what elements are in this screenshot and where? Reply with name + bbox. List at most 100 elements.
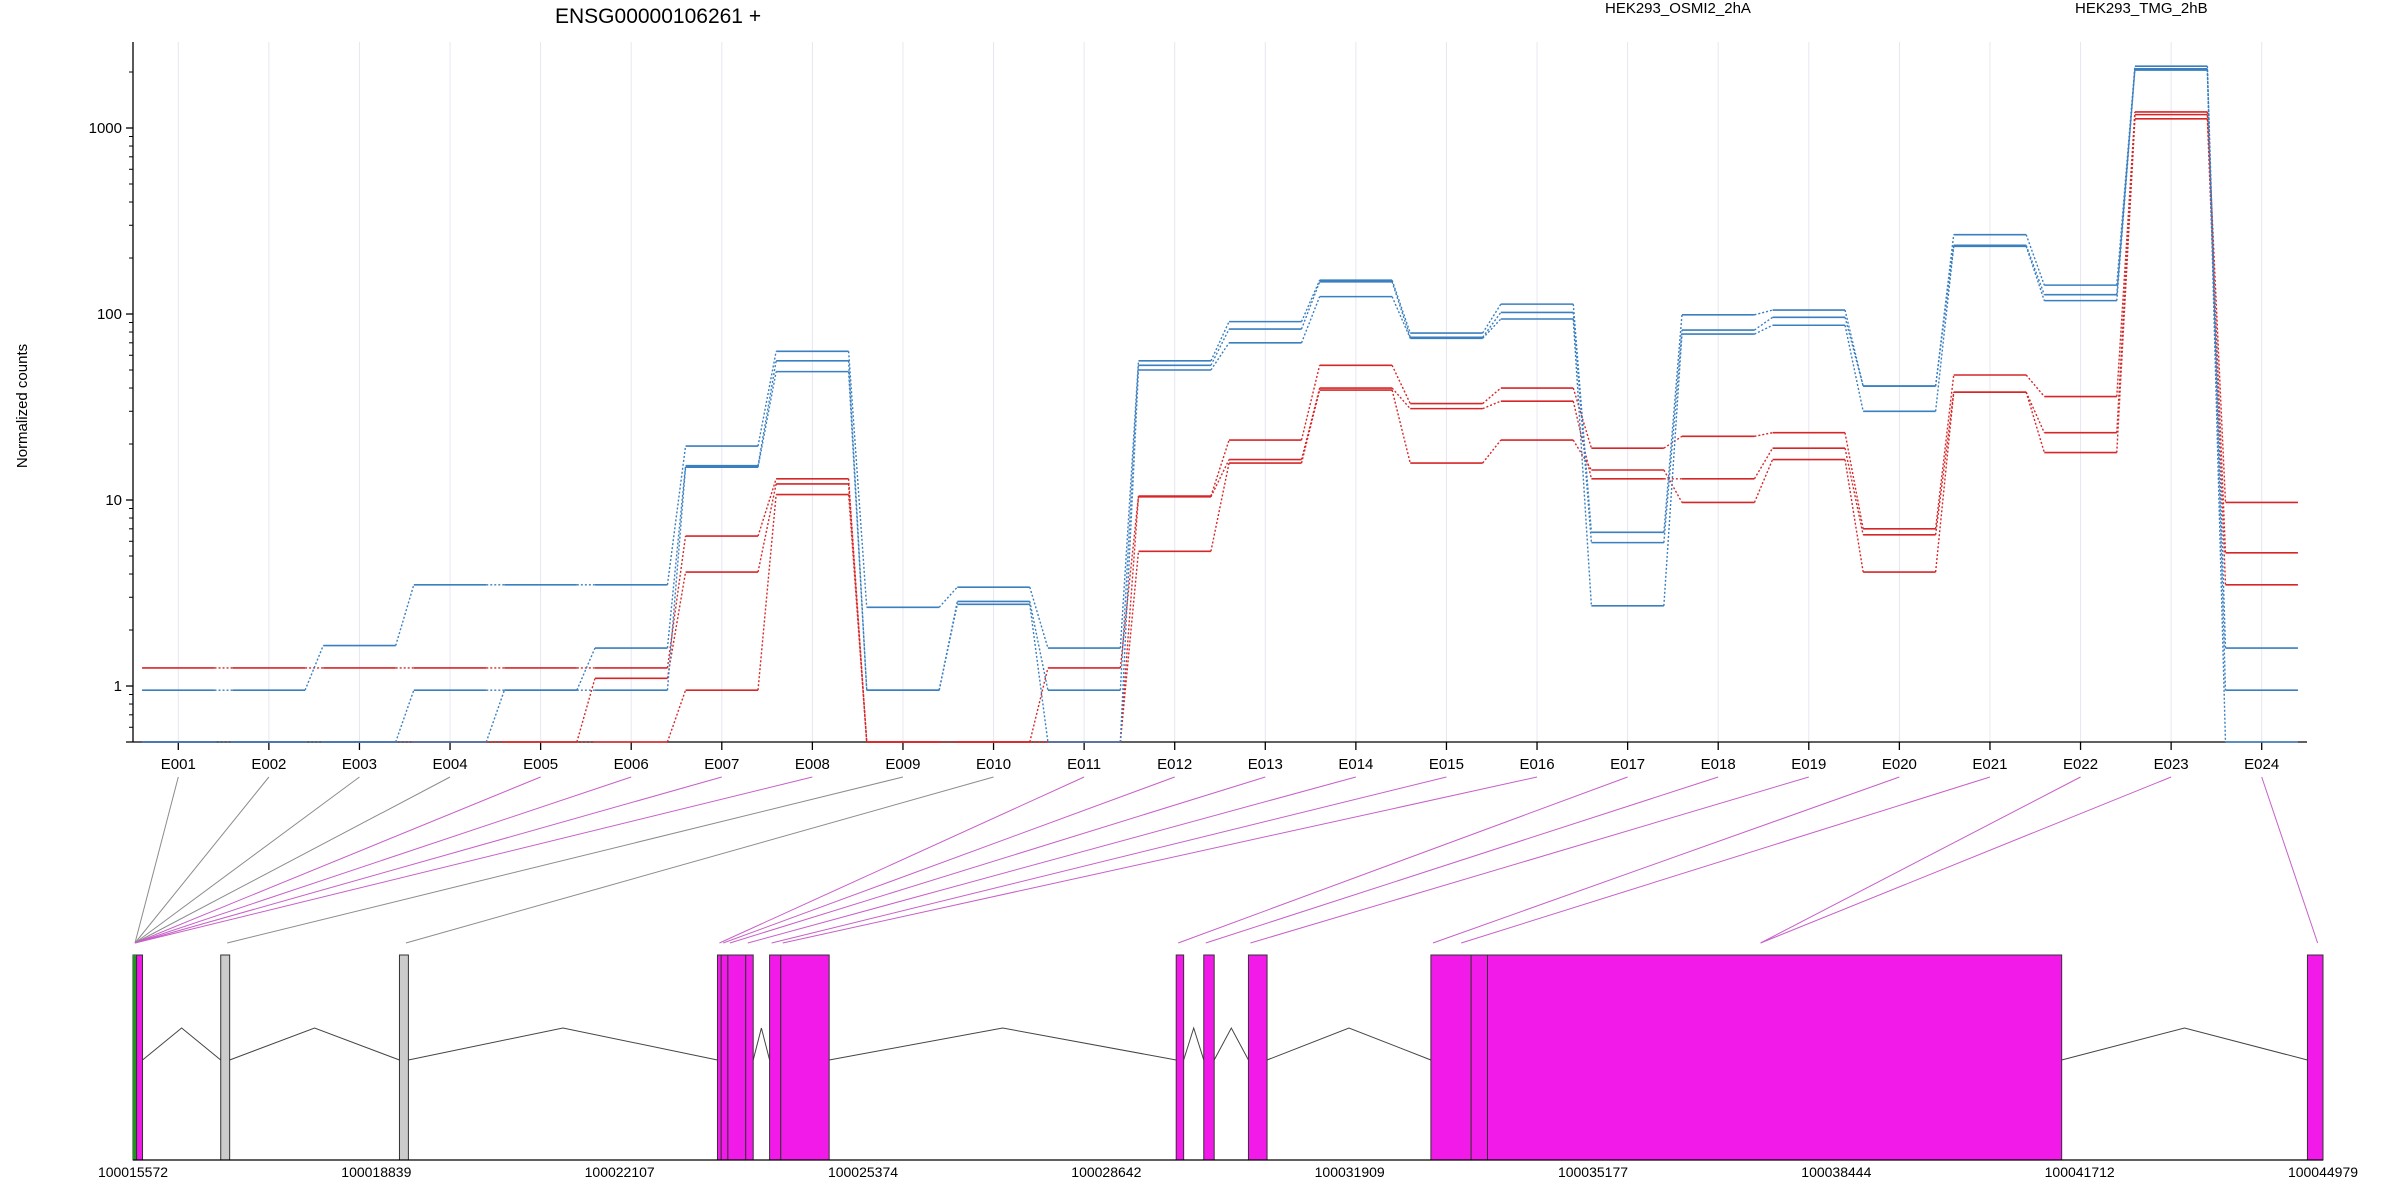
series-connector [2025, 374, 2045, 397]
series-connector [1844, 317, 1864, 387]
genomic-coord-label-5: 100028642 [1071, 1164, 1141, 1180]
intron-line [752, 1027, 771, 1061]
y-tick-label-100: 100 [97, 306, 122, 323]
series-connector [1300, 296, 1321, 344]
x-tick-label-e009: E009 [885, 756, 920, 773]
series-connector [2025, 245, 2045, 295]
series-tmg-3 [142, 65, 2298, 691]
series-connector [1753, 447, 1774, 480]
series-connector [847, 351, 868, 608]
series-connector [1844, 325, 1864, 412]
series-connector [666, 445, 687, 585]
gene-exon-7 [727, 954, 747, 1161]
series-connector [1482, 311, 1502, 338]
series-connector [2206, 70, 2227, 743]
series-connector [1119, 496, 1140, 743]
x-tick-label-e024: E024 [2244, 756, 2279, 773]
series-connector [1210, 342, 1230, 371]
x-tick-label-e012: E012 [1157, 756, 1192, 773]
exon-link-e005 [134, 776, 541, 944]
exon-link-lines [134, 776, 2319, 944]
x-tick-label-e007: E007 [704, 756, 739, 773]
series-connector [2116, 68, 2136, 295]
exon-link-e013 [729, 776, 1266, 944]
series-connector [1663, 334, 1683, 606]
series-connector [847, 494, 868, 743]
series-tmg-4 [142, 68, 2298, 743]
x-tick-label-e019: E019 [1791, 756, 1826, 773]
series-osmi2-0 [142, 111, 2298, 743]
series-connector [1934, 392, 1955, 573]
series-connector [1391, 389, 1411, 464]
x-tick-label-e023: E023 [2154, 756, 2189, 773]
intron-line [1266, 1027, 1432, 1061]
series-tmg-5 [142, 69, 2298, 743]
series-connector [666, 571, 687, 679]
series-connector [2025, 234, 2045, 286]
series-connector [847, 483, 868, 743]
y-tick-label-1: 1 [114, 678, 122, 695]
series-connector [1300, 279, 1321, 322]
genomic-coord-label-4: 100025374 [828, 1164, 898, 1180]
y-tick-label-10: 10 [105, 492, 122, 509]
gene-exon-12 [1203, 954, 1215, 1161]
series-connector [666, 689, 687, 743]
x-tick-label-e018: E018 [1701, 756, 1736, 773]
legend-label-tmg: HEK293_TMG_2hB [2075, 0, 2208, 17]
exon-link-e012 [723, 776, 1175, 944]
exon-link-e002 [134, 776, 270, 944]
gene-exon-6 [720, 954, 729, 1161]
genomic-coord-label-10: 100044979 [2288, 1164, 2358, 1180]
genomic-coord-label-1: 100015572 [98, 1164, 168, 1180]
x-tick-label-e004: E004 [433, 756, 468, 773]
exon-link-e016 [782, 776, 1538, 944]
intron-line [229, 1027, 400, 1061]
series-connector [847, 360, 868, 691]
series-connector [1300, 281, 1321, 330]
intron-line [142, 1027, 222, 1061]
gene-exon-13 [1247, 954, 1268, 1161]
x-tick-label-e020: E020 [1882, 756, 1917, 773]
series-connector [1210, 328, 1230, 366]
series-connector [2025, 391, 2045, 453]
series-connector [1210, 321, 1230, 362]
series-osmi2-1 [142, 113, 2298, 743]
series-connector [1300, 389, 1321, 464]
series-connector [1391, 279, 1411, 334]
gene-exon-15 [1470, 954, 1488, 1161]
x-tick-label-e017: E017 [1610, 756, 1645, 773]
genomic-coord-label-6: 100031909 [1315, 1164, 1385, 1180]
x-tick-label-e008: E008 [795, 756, 830, 773]
series-connector [2206, 68, 2227, 691]
x-tick-label-e003: E003 [342, 756, 377, 773]
gene-exon-14 [1430, 954, 1472, 1161]
gene-exon-17 [2306, 954, 2324, 1161]
series-connector [1300, 365, 1321, 441]
x-tick-label-e002: E002 [251, 756, 286, 773]
series-connector [1572, 312, 1593, 543]
intron-line [408, 1027, 718, 1061]
series-connector [2116, 66, 2136, 286]
x-tick-label-e006: E006 [614, 756, 649, 773]
exon-link-e024 [2261, 776, 2319, 944]
series-connector [938, 586, 958, 608]
exon-link-e019 [1250, 776, 1809, 944]
x-tick-label-e005: E005 [523, 756, 558, 773]
gene-exon-8 [745, 954, 754, 1161]
series-connector [1754, 309, 1773, 316]
series-connector [1934, 392, 1955, 535]
exon-link-e001 [134, 776, 179, 944]
series-connector [757, 483, 777, 573]
exon-link-e004 [134, 776, 451, 944]
gene-exon-2 [136, 954, 144, 1161]
series-connector [1391, 387, 1411, 410]
exon-link-e009 [227, 776, 904, 944]
series-connector [2116, 114, 2136, 433]
series-connector [2116, 69, 2136, 301]
series-connector [1572, 304, 1593, 533]
y-tick-label-1000: 1000 [89, 120, 122, 137]
series-connector [757, 494, 777, 691]
x-tick-label-e021: E021 [1972, 756, 2007, 773]
exon-link-e023 [1760, 776, 2172, 944]
